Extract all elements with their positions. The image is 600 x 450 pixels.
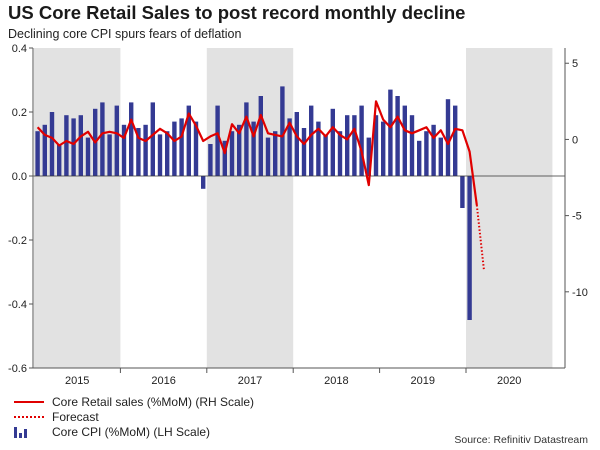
- legend-label-forecast: Forecast: [52, 409, 99, 424]
- cpi-bar: [136, 128, 141, 176]
- left-tick-label: -0.6: [8, 363, 27, 375]
- cpi-bar: [373, 115, 379, 176]
- cpi-bar: [287, 118, 292, 176]
- cpi-bar: [57, 144, 62, 176]
- retail-sales-lines: [36, 100, 485, 271]
- cpi-bar: [345, 115, 350, 176]
- x-tick-label: 2019: [411, 375, 435, 387]
- x-tick-label: 2017: [238, 375, 262, 387]
- cpi-bar: [265, 137, 271, 176]
- cpi-bar: [388, 89, 393, 176]
- right-tick-label: 0: [572, 134, 578, 146]
- chart-subtitle: Declining core CPI spurs fears of deflat…: [8, 27, 242, 41]
- cpi-bar: [280, 86, 285, 176]
- cpi-bar: [337, 131, 343, 176]
- cpi-bar: [359, 105, 364, 176]
- cpi-bar: [85, 137, 91, 176]
- cpi-bar: [114, 105, 119, 176]
- cpi-bar: [100, 102, 105, 176]
- axes: 0.4 0.2 0.0 -0.2 -0.4 -0.6 5 0 -5 -10 2015 2016 2017…: [8, 43, 588, 387]
- cpi-bar: [64, 115, 69, 176]
- x-tick-label: 2018: [324, 375, 348, 387]
- legend-item-cpi: Core CPI (%MoM) (LH Scale): [12, 424, 254, 439]
- cpi-bar: [222, 140, 227, 176]
- cpi-bar: [294, 112, 299, 176]
- x-tick-label: 2020: [497, 375, 521, 387]
- right-tick-label: 5: [572, 58, 578, 70]
- cpi-bar: [323, 134, 328, 176]
- cpi-bar: [467, 176, 472, 320]
- cpi-bars: [35, 86, 472, 320]
- left-tick-label: -0.2: [8, 235, 27, 247]
- cpi-bar: [424, 131, 429, 176]
- right-tick-label: -10: [572, 287, 588, 299]
- legend-label-cpi: Core CPI (%MoM) (LH Scale): [52, 424, 211, 439]
- cpi-bar: [186, 105, 191, 176]
- cpi-bar: [352, 115, 357, 176]
- left-tick-label: 0.4: [12, 43, 27, 55]
- cpi-bar: [121, 124, 127, 176]
- cpi-bar: [366, 137, 371, 176]
- forecast-line: [475, 204, 485, 271]
- cpi-bar: [316, 121, 321, 176]
- left-tick-label: -0.4: [8, 299, 27, 311]
- chart-title: US Core Retail Sales to post record mont…: [8, 2, 466, 23]
- legend: Core Retail sales (%MoM) (RH Scale) Fore…: [12, 394, 254, 439]
- legend-item-retail: Core Retail sales (%MoM) (RH Scale): [12, 394, 254, 409]
- cpi-bar: [244, 102, 249, 176]
- cpi-bar: [201, 176, 206, 189]
- cpi-bar: [438, 137, 443, 176]
- cpi-bar: [431, 124, 436, 176]
- shade-band-2015: [34, 48, 121, 368]
- legend-swatch-retail: [12, 397, 46, 407]
- cpi-bar: [417, 140, 422, 176]
- cpi-bar: [402, 105, 407, 176]
- legend-swatch-cpi: [12, 426, 46, 438]
- legend-label-retail: Core Retail sales (%MoM) (RH Scale): [52, 394, 255, 409]
- x-tick-label: 2016: [151, 375, 175, 387]
- cpi-bar: [107, 134, 112, 176]
- cpi-bar: [71, 118, 76, 176]
- cpi-bar: [453, 105, 458, 176]
- cpi-bar: [143, 124, 148, 176]
- cpi-bar: [309, 105, 314, 176]
- cpi-bar: [395, 96, 400, 176]
- cpi-bar: [129, 102, 134, 176]
- left-tick-label: 0.0: [12, 171, 27, 183]
- cpi-bar: [330, 108, 335, 176]
- cpi-bar: [165, 131, 170, 176]
- retail-sales-line: [36, 100, 478, 206]
- right-tick-label: -5: [572, 211, 582, 223]
- cpi-bar: [273, 131, 278, 176]
- cpi-bar: [251, 121, 256, 176]
- cpi-bar: [460, 176, 465, 208]
- cpi-bar: [301, 128, 307, 176]
- cpi-bar: [49, 112, 55, 176]
- cpi-bar: [157, 134, 163, 176]
- source-note: Source: Refinitiv Datastream: [454, 434, 588, 446]
- cpi-bar: [172, 121, 177, 176]
- x-tick-label: 2015: [65, 375, 89, 387]
- legend-swatch-forecast: [12, 412, 46, 422]
- cpi-bar: [150, 102, 155, 176]
- cpi-bar: [42, 124, 47, 176]
- shade-band-2017: [206, 48, 294, 368]
- cpi-bar: [193, 121, 199, 176]
- cpi-bar: [208, 144, 213, 176]
- cpi-bar: [229, 131, 235, 176]
- cpi-bar: [445, 99, 451, 176]
- shade-band-2020: [466, 48, 553, 368]
- cpi-bar: [409, 115, 415, 176]
- cpi-bar: [215, 105, 220, 176]
- cpi-bar: [35, 131, 40, 176]
- shaded-year-bands: [34, 48, 553, 368]
- cpi-bar: [179, 118, 184, 176]
- cpi-bar: [237, 124, 242, 176]
- cpi-bar: [258, 96, 263, 176]
- left-tick-label: 0.2: [12, 107, 27, 119]
- cpi-bar: [78, 115, 83, 176]
- cpi-bar: [381, 121, 386, 176]
- legend-item-forecast: Forecast: [12, 409, 254, 424]
